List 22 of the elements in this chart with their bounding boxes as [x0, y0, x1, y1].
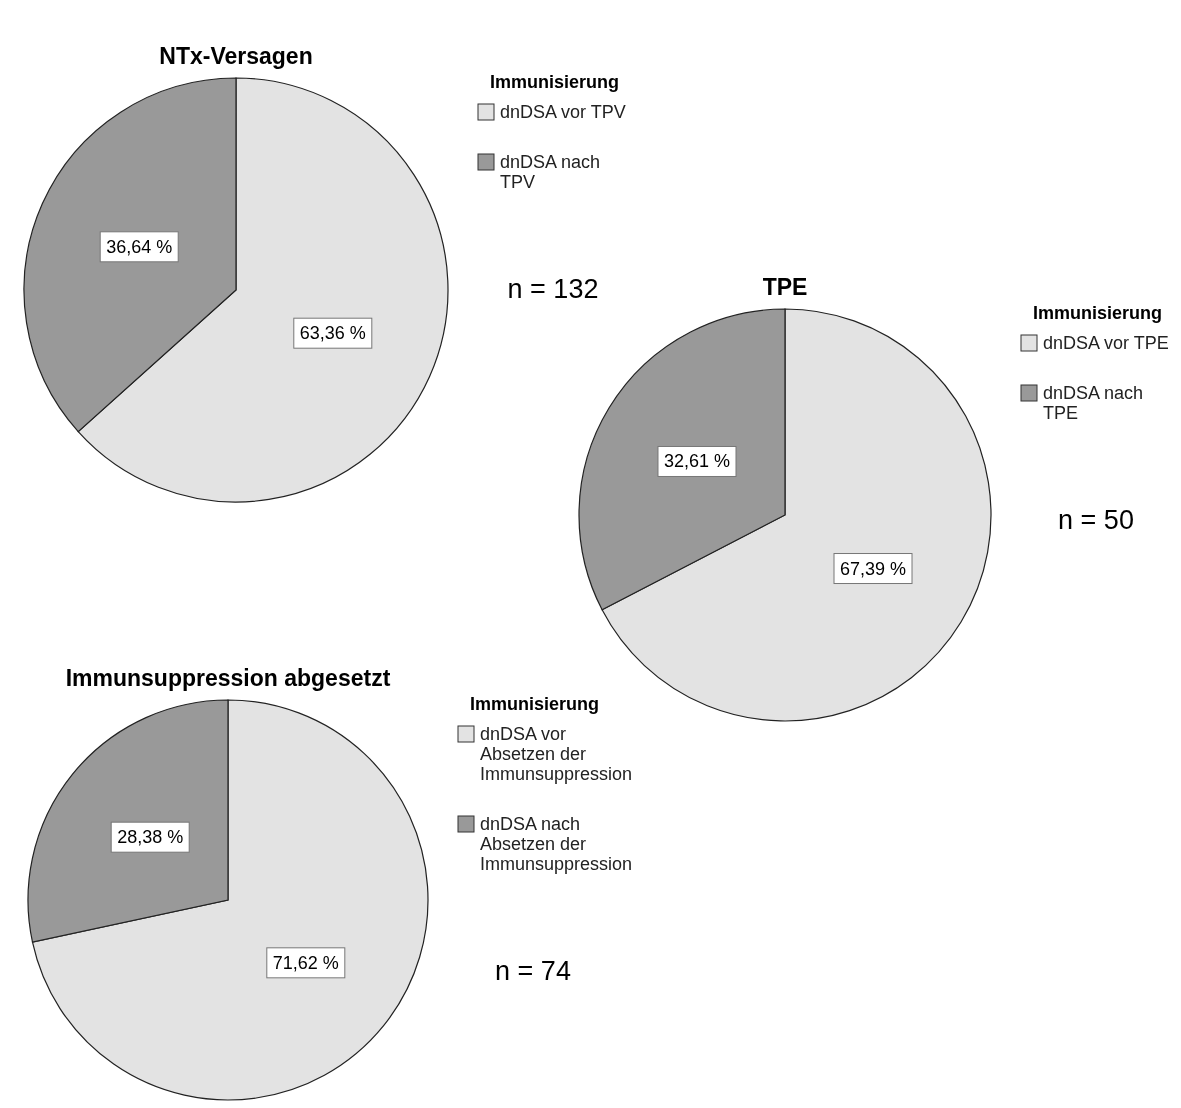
legend-title: Immunisierung — [470, 694, 600, 714]
chart-title: NTx-Versagen — [159, 43, 313, 69]
legend-label: dnDSA vor Absetzen der Immunsuppression — [480, 724, 633, 784]
pie-slice — [31, 699, 429, 1101]
legend-title: Immunisierung — [1033, 303, 1163, 323]
chart-title: Immunsuppression abgesetzt — [65, 665, 391, 691]
data-label: 63,36 % — [299, 323, 366, 344]
legend-label: dnDSA nach TPE — [1043, 383, 1144, 423]
legend-label: dnDSA nach TPV — [500, 152, 601, 192]
legend-title: Immunisierung — [490, 72, 620, 92]
legend-label: dnDSA vor TPV — [500, 102, 626, 122]
text: n = 132 — [507, 274, 599, 304]
data-label: 67,39 % — [839, 558, 907, 579]
text: n = 74 — [495, 956, 571, 986]
data-label: 71,62 % — [272, 952, 339, 973]
data-label: 32,61 % — [663, 451, 731, 472]
legend-label: dnDSA vor TPE — [1043, 333, 1169, 353]
legend-label: dnDSA nach Absetzen der Immunsuppression — [480, 814, 633, 874]
text: n = 50 — [1058, 505, 1134, 535]
chart-title: TPE — [762, 274, 808, 300]
data-label: 28,38 % — [117, 827, 184, 848]
data-label: 36,64 % — [106, 236, 173, 257]
